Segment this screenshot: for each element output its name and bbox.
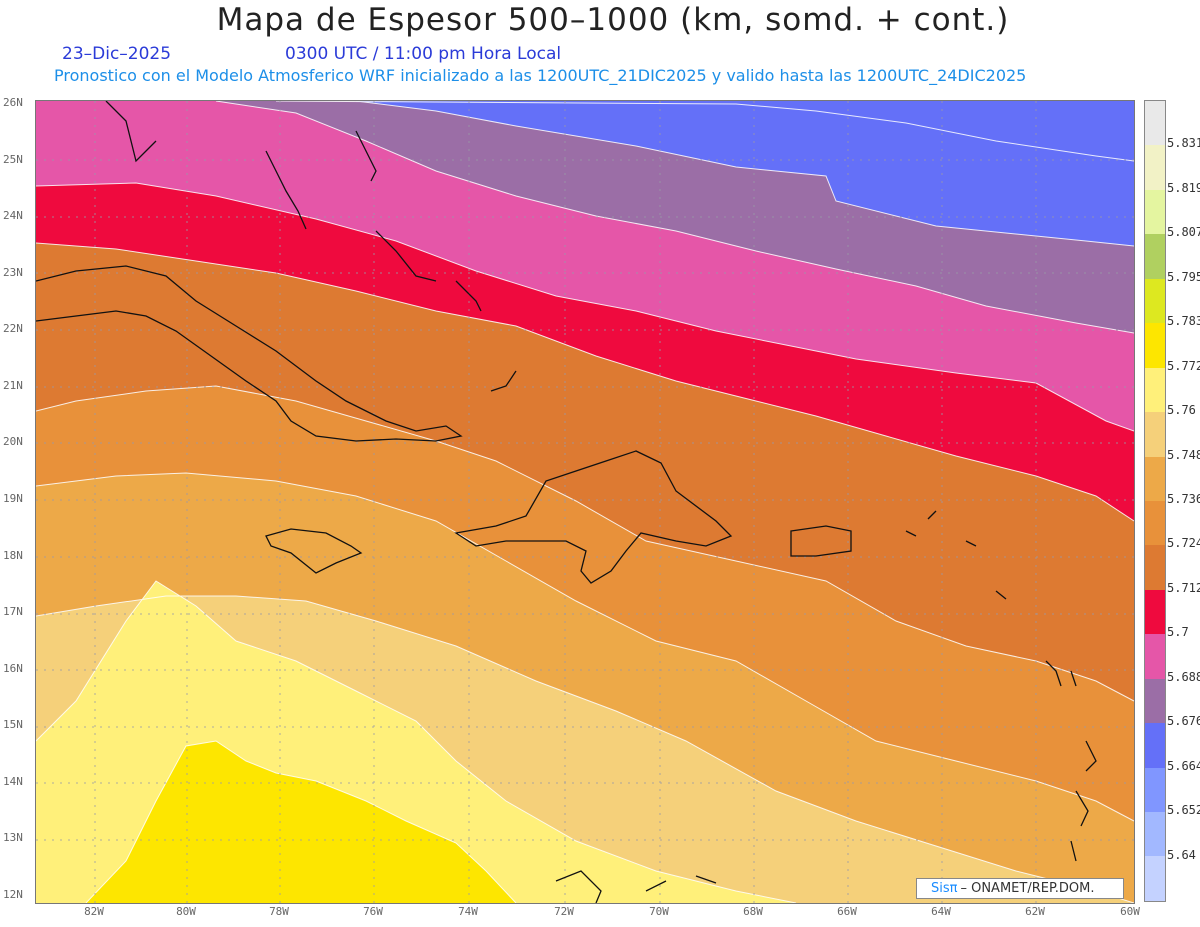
colorbar-label: 5.712 [1167, 580, 1200, 595]
lon-label: 60W [1120, 905, 1140, 918]
lat-label: 17N [3, 605, 23, 618]
graticule [36, 101, 1134, 903]
colorbar-swatch [1145, 678, 1165, 724]
lat-label: 14N [3, 775, 23, 788]
credit-box: Sisπ – ONAMET/REP.DOM. [916, 878, 1124, 899]
lat-label: 18N [3, 549, 23, 562]
colorbar-swatch [1145, 634, 1165, 679]
lon-label: 76W [363, 905, 383, 918]
colorbar-label: 5.64 [1167, 847, 1196, 862]
colorbar-swatch [1145, 234, 1165, 279]
colorbar-swatch [1145, 856, 1165, 901]
colorbar-swatch [1145, 145, 1165, 190]
model-subtitle: Pronostico con el Modelo Atmosferico WRF… [54, 66, 1027, 85]
lat-label: 20N [3, 435, 23, 448]
lat-label: 16N [3, 662, 23, 675]
colorbar-label: 5.724 [1167, 536, 1200, 551]
lat-label: 25N [3, 153, 23, 166]
colorbar-label: 5.7 [1167, 625, 1189, 640]
thickness-map [35, 100, 1135, 904]
colorbar-label: 5.807 [1167, 225, 1200, 240]
colorbar-label: 5.783 [1167, 314, 1200, 329]
forecast-date: 23–Dic–2025 [62, 44, 172, 64]
lat-label: 19N [3, 492, 23, 505]
colorbar-swatch [1145, 323, 1165, 368]
lat-label: 15N [3, 718, 23, 731]
lon-label: 74W [458, 905, 478, 918]
lat-label: 23N [3, 266, 23, 279]
colorbar-label: 5.748 [1167, 447, 1200, 462]
credit-text: – ONAMET/REP.DOM. [960, 881, 1095, 896]
lon-label: 70W [649, 905, 669, 918]
lat-label: 13N [3, 831, 23, 844]
lon-label: 66W [837, 905, 857, 918]
colorbar-swatch [1145, 367, 1165, 413]
colorbar-swatch [1145, 189, 1165, 235]
colorbar-swatch [1145, 767, 1165, 812]
colorbar [1144, 100, 1166, 902]
lat-label: 22N [3, 322, 23, 335]
colorbar-label: 5.819 [1167, 180, 1200, 195]
lon-label: 64W [931, 905, 951, 918]
colorbar-swatch [1145, 278, 1165, 324]
lon-label: 82W [84, 905, 104, 918]
coastlines [36, 101, 1097, 903]
colorbar-swatch [1145, 812, 1165, 857]
contour-field [36, 101, 1134, 903]
colorbar-swatch [1145, 456, 1165, 501]
map-title: Mapa de Espesor 500–1000 (km, somd. + co… [216, 2, 1010, 38]
lat-label: 21N [3, 379, 23, 392]
colorbar-label: 5.664 [1167, 758, 1200, 773]
colorbar-swatch [1145, 101, 1165, 146]
lon-label: 68W [743, 905, 763, 918]
colorbar-swatch [1145, 500, 1165, 546]
colorbar-label: 5.772 [1167, 358, 1200, 373]
colorbar-swatch [1145, 545, 1165, 590]
colorbar-label: 5.831 [1167, 136, 1200, 151]
colorbar-label: 5.76 [1167, 403, 1196, 418]
colorbar-swatch [1145, 589, 1165, 635]
lat-label: 12N [3, 888, 23, 901]
lon-label: 78W [269, 905, 289, 918]
lon-label: 80W [176, 905, 196, 918]
colorbar-label: 5.676 [1167, 714, 1200, 729]
colorbar-swatch [1145, 412, 1165, 457]
colorbar-label: 5.795 [1167, 269, 1200, 284]
colorbar-label: 5.736 [1167, 492, 1200, 506]
lat-label: 26N [3, 96, 23, 109]
lon-label: 72W [554, 905, 574, 918]
colorbar-swatch [1145, 723, 1165, 768]
colorbar-label: 5.688 [1167, 669, 1200, 684]
sispi-logo: Sisπ [931, 881, 958, 896]
lat-label: 24N [3, 209, 23, 222]
forecast-time: 0300 UTC / 11:00 pm Hora Local [285, 44, 562, 64]
lon-label: 62W [1025, 905, 1045, 918]
colorbar-label: 5.652 [1167, 803, 1200, 818]
